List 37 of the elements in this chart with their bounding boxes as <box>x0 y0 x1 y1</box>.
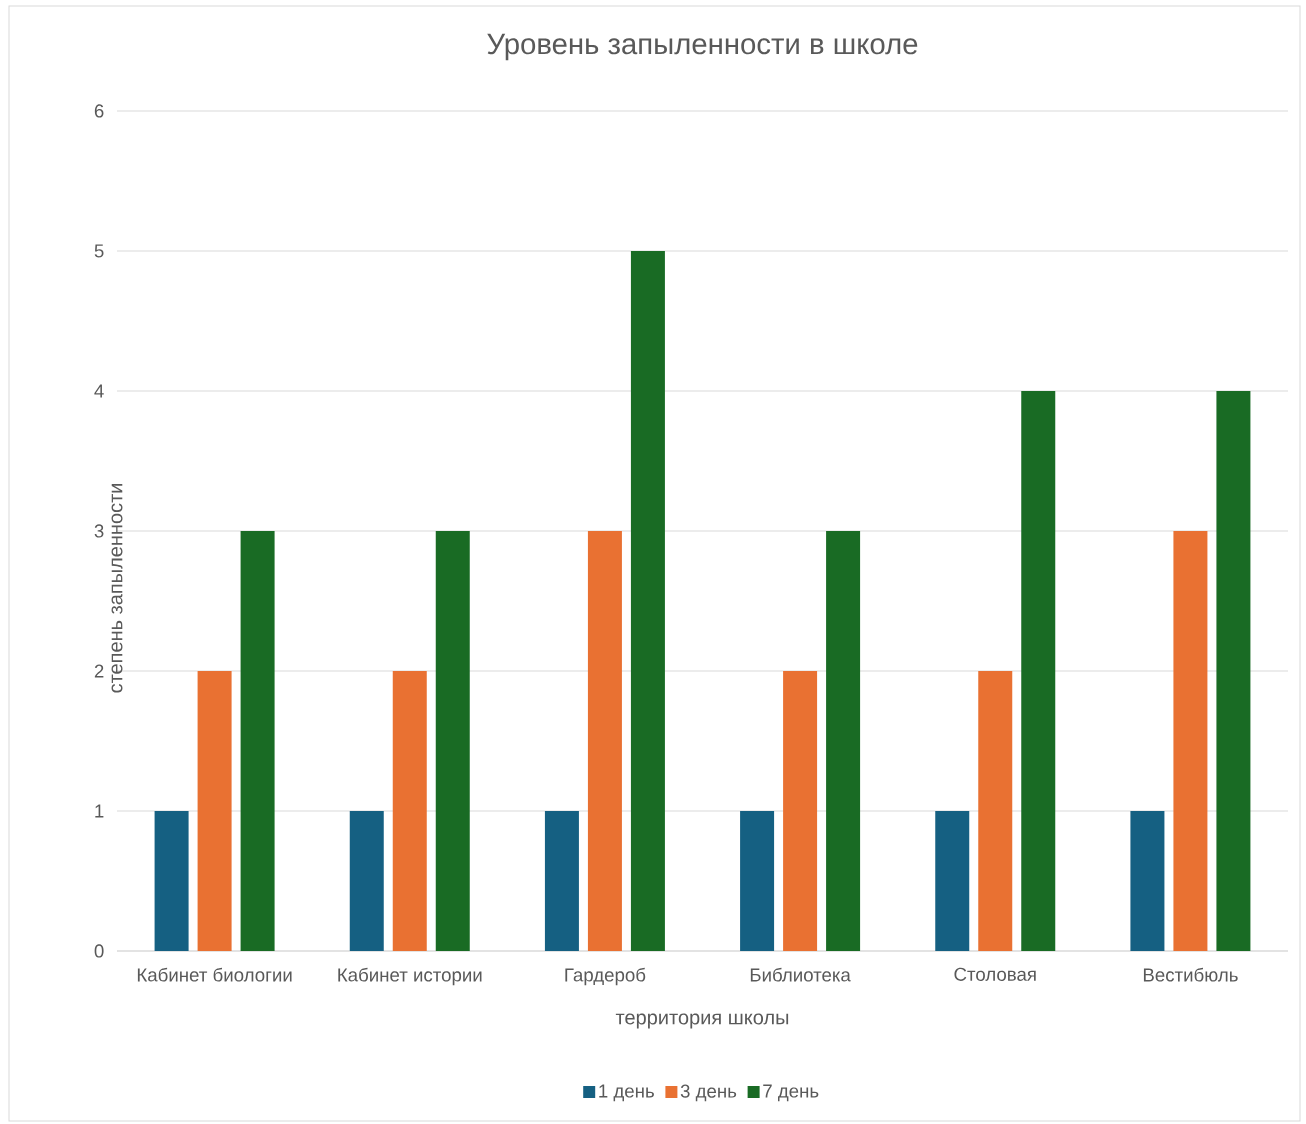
legend-label: 1 день <box>599 1084 654 1102</box>
y-tick-label: 3 <box>94 524 104 538</box>
legend-label: 3 день <box>680 1084 737 1102</box>
x-tick-label: Кабинет истории <box>338 967 482 986</box>
bar <box>978 670 1013 951</box>
x-tick-label: Гардероб <box>565 967 646 986</box>
y-tick-label: 2 <box>94 664 104 678</box>
legend-label: 7 день <box>763 1084 819 1102</box>
y-tick-label: 1 <box>95 804 104 818</box>
bar <box>630 250 665 951</box>
x-tick-label: Библиотека <box>750 967 851 982</box>
bar <box>435 530 470 951</box>
x-axis-title: территория школы <box>615 1013 789 1029</box>
y-tick-label: 6 <box>94 104 104 118</box>
bar <box>154 810 189 951</box>
x-tick-label: Столовая <box>954 967 1036 981</box>
y-tick-label: 5 <box>94 244 104 258</box>
x-tick-label: Вестибюль <box>1143 967 1238 982</box>
y-tick-label: 0 <box>94 944 104 958</box>
x-tick-label: Кабинет биологии <box>137 967 292 982</box>
bar <box>783 670 818 951</box>
chart-title: Уровень запыленности в школе <box>487 33 918 61</box>
bar <box>392 670 427 951</box>
bar <box>197 670 232 951</box>
bar <box>544 810 579 951</box>
bar <box>349 810 384 951</box>
bar <box>1216 390 1251 951</box>
bar <box>1130 810 1165 951</box>
bar <box>1173 530 1208 951</box>
bar <box>935 810 970 951</box>
bar <box>1021 390 1056 951</box>
bar <box>740 810 775 951</box>
bar <box>240 530 275 951</box>
y-axis-title: степень запыленности <box>111 483 123 693</box>
bar <box>826 530 861 951</box>
y-tick-label: 4 <box>94 384 104 398</box>
bar <box>587 530 622 951</box>
